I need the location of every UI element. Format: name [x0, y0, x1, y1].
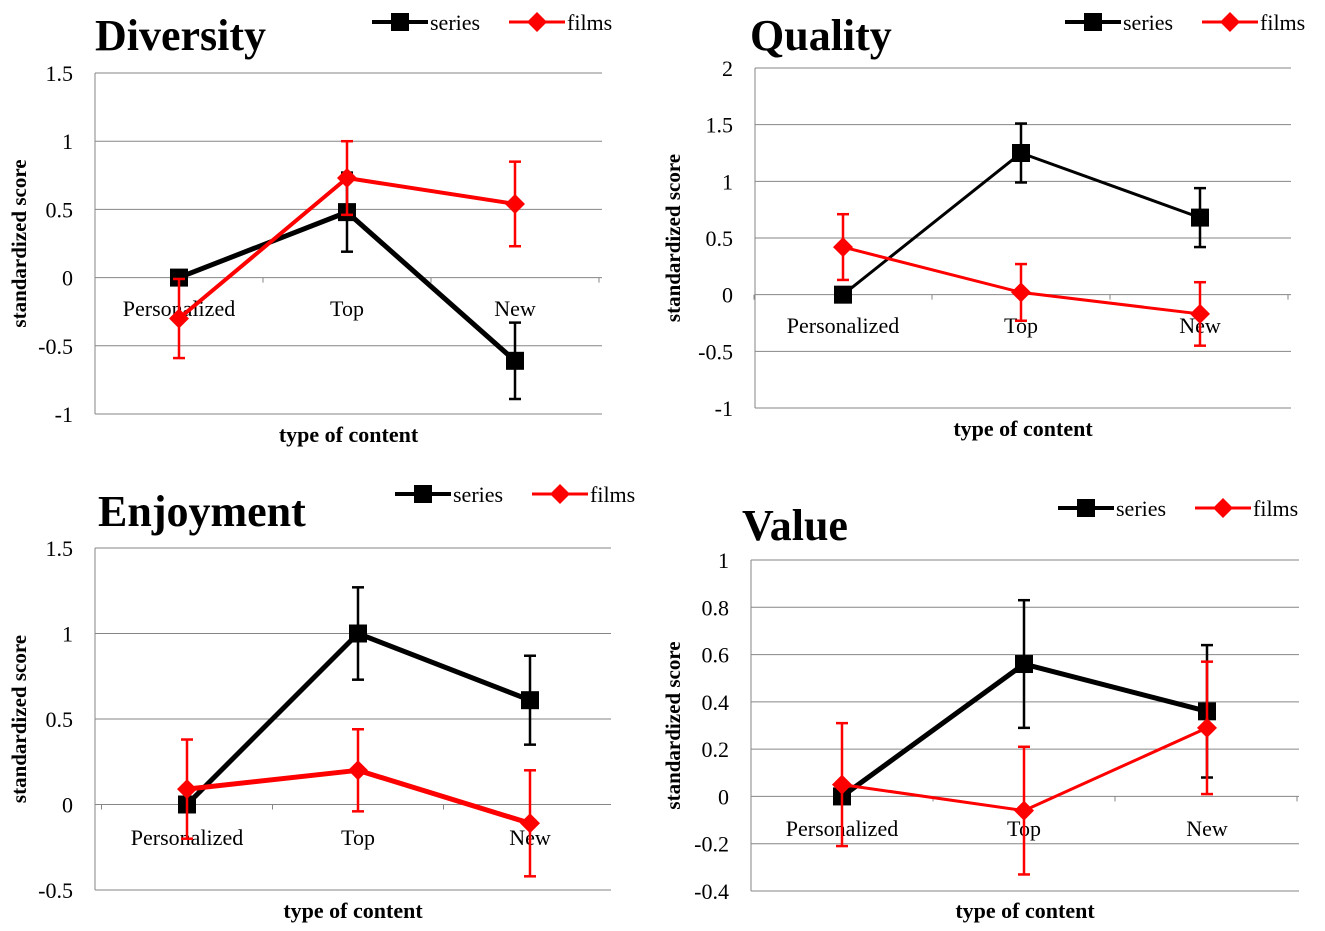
chart-title: Diversity	[95, 11, 266, 60]
legend-label: series	[430, 10, 480, 35]
legend-label: series	[1123, 10, 1173, 35]
y-tick-label: 0.5	[46, 197, 74, 222]
y-tick-label: 1.5	[706, 113, 734, 138]
y-tick-label: 1.5	[46, 61, 74, 86]
data-point	[1011, 282, 1031, 303]
series-series	[834, 122, 1209, 304]
legend-marker	[1084, 13, 1102, 31]
y-tick-label: 0	[62, 266, 73, 291]
x-axis-title: type of content	[283, 898, 423, 923]
y-tick-label: 0.6	[702, 643, 730, 668]
legend-marker	[1213, 498, 1233, 518]
x-tick-label: Top	[330, 296, 364, 321]
y-tick-label: 1	[62, 129, 73, 154]
x-tick-label: New	[1186, 816, 1228, 841]
y-tick-label: 1.5	[46, 536, 74, 561]
y-tick-label: -0.5	[38, 334, 73, 359]
y-tick-label: 0.5	[706, 226, 734, 251]
series-films	[833, 212, 1210, 347]
data-point	[834, 285, 852, 304]
x-axis-title: type of content	[953, 416, 1093, 441]
y-tick-label: -0.5	[38, 878, 73, 903]
y-tick-label: 0.4	[702, 690, 730, 715]
chart-title: Quality	[750, 11, 892, 60]
y-tick-label: 0.5	[46, 707, 74, 732]
legend-marker	[527, 12, 547, 32]
y-tick-label: -1	[715, 396, 733, 421]
legend: series films	[372, 10, 612, 35]
y-tick-label: 1	[62, 622, 73, 647]
legend-label: films	[1253, 496, 1298, 521]
x-tick-label: Personalized	[787, 313, 899, 338]
data-point	[505, 193, 525, 214]
data-point	[337, 168, 357, 189]
data-point	[169, 308, 189, 329]
y-tick-label: 0	[718, 784, 729, 809]
y-axis-title: standardized score	[661, 154, 685, 322]
y-tick-label: 0	[722, 283, 733, 308]
x-axis-title: type of content	[279, 422, 419, 447]
legend-marker	[550, 484, 570, 504]
y-tick-label: -0.5	[698, 339, 733, 364]
y-axis-title: standardized score	[661, 641, 685, 809]
y-tick-label: 0.2	[702, 737, 730, 762]
y-tick-label: 1	[718, 548, 729, 573]
data-point	[520, 813, 540, 834]
y-axis-title: standardized score	[7, 635, 31, 803]
legend: series films	[395, 482, 635, 507]
data-point	[832, 774, 852, 795]
x-tick-label: Top	[341, 825, 375, 850]
legend-marker	[391, 13, 409, 31]
series-films	[177, 728, 540, 878]
data-point	[506, 351, 524, 370]
legend-label: films	[590, 482, 635, 507]
y-tick-label: 0.8	[702, 595, 730, 620]
y-tick-label: 0	[62, 793, 73, 818]
legend: series films	[1065, 10, 1305, 35]
x-axis-title: type of content	[955, 898, 1095, 923]
legend: series films	[1058, 496, 1298, 521]
legend-marker	[414, 485, 432, 503]
series-films	[169, 139, 525, 360]
data-point	[1015, 655, 1033, 674]
y-axis-title: standardized score	[7, 159, 31, 327]
data-point	[349, 624, 367, 643]
y-tick-label: -1	[55, 402, 73, 427]
series-films	[832, 660, 1217, 876]
legend-marker	[1220, 12, 1240, 32]
legend-label: films	[1260, 10, 1305, 35]
y-tick-label: 2	[722, 56, 733, 81]
x-tick-label: New	[494, 296, 536, 321]
data-point	[1197, 717, 1217, 738]
legend-label: series	[453, 482, 503, 507]
chart-title: Enjoyment	[98, 487, 306, 536]
data-point	[1191, 208, 1209, 227]
data-point	[833, 237, 853, 258]
data-point	[1190, 303, 1210, 324]
legend-label: series	[1116, 496, 1166, 521]
legend-marker	[1077, 499, 1095, 517]
legend-label: films	[567, 10, 612, 35]
y-tick-label: -0.4	[694, 879, 729, 904]
data-point	[170, 268, 188, 287]
data-point	[177, 779, 197, 800]
y-tick-label: 1	[722, 169, 733, 194]
series-series	[178, 586, 539, 814]
data-point	[521, 691, 539, 710]
data-point	[1012, 144, 1030, 162]
data-point	[1014, 800, 1034, 821]
data-point	[348, 760, 368, 781]
y-tick-label: -0.2	[694, 832, 729, 857]
chart-title: Value	[742, 501, 848, 550]
